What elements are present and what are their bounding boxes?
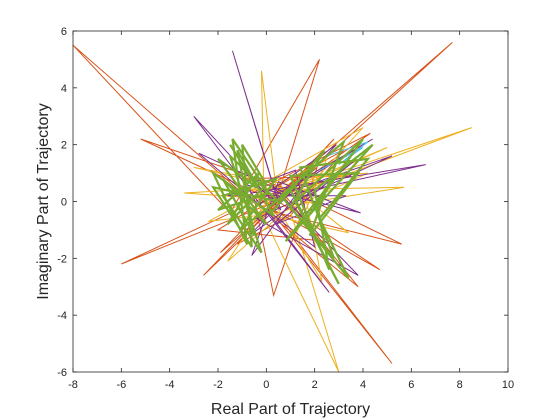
y-tick-label: -2 <box>57 253 67 265</box>
x-tick-label: -2 <box>213 379 223 391</box>
x-tick-label: -8 <box>68 379 78 391</box>
y-tick-label: -6 <box>57 367 67 379</box>
x-axis-title: Real Part of Trajectory <box>211 401 370 418</box>
y-tick-label: -4 <box>57 310 67 322</box>
x-tick-label: -4 <box>165 379 175 391</box>
series-layer <box>72 42 472 373</box>
series-line-5 <box>210 138 374 285</box>
x-tick-label: 4 <box>360 379 366 391</box>
y-tick-label: 2 <box>61 140 67 152</box>
y-tick-label: 4 <box>61 83 67 95</box>
x-tick-label: -6 <box>116 379 126 391</box>
y-tick-label: 6 <box>61 26 67 38</box>
x-tick-label: 2 <box>312 379 318 391</box>
x-tick-label: 0 <box>263 379 269 391</box>
x-tick-label: 8 <box>457 379 463 391</box>
y-axis-title: Imaginary Part of Trajectory <box>35 103 52 300</box>
x-tick-label: 6 <box>408 379 414 391</box>
x-tick-label: 10 <box>502 379 514 391</box>
y-tick-label: 0 <box>61 197 67 209</box>
